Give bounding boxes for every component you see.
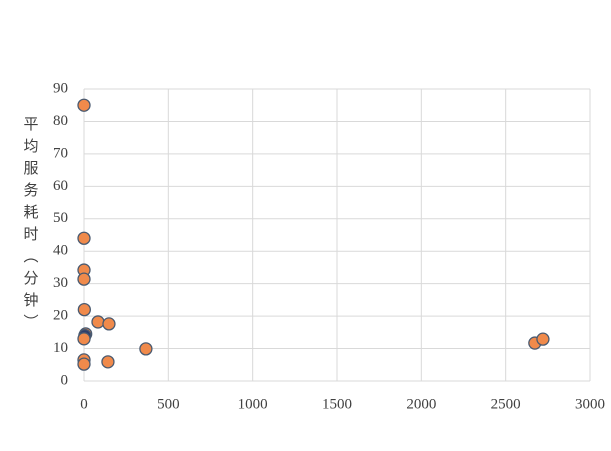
x-tick-label: 2000 bbox=[406, 396, 436, 412]
point bbox=[101, 355, 115, 369]
point bbox=[102, 317, 116, 331]
point bbox=[536, 332, 550, 346]
point bbox=[139, 342, 153, 356]
y-tick-label: 70 bbox=[53, 145, 68, 161]
point bbox=[77, 231, 91, 245]
point bbox=[77, 98, 91, 112]
y-tick-label: 90 bbox=[53, 80, 68, 96]
x-tick-label: 1500 bbox=[322, 396, 352, 412]
point bbox=[77, 332, 91, 346]
x-tick-label: 3000 bbox=[575, 396, 605, 412]
point bbox=[77, 357, 91, 371]
x-tick-label: 2500 bbox=[491, 396, 521, 412]
y-tick-label: 10 bbox=[53, 340, 68, 356]
point bbox=[77, 302, 91, 317]
y-tick-label: 80 bbox=[53, 113, 68, 129]
y-axis-label: 平均服务耗时（分钟） bbox=[22, 116, 40, 336]
point bbox=[77, 272, 91, 286]
x-tick-label: 500 bbox=[157, 396, 180, 412]
y-tick-label: 30 bbox=[53, 275, 68, 291]
y-tick-label: 60 bbox=[53, 178, 68, 194]
x-tick-label: 1000 bbox=[238, 396, 268, 412]
x-tick-label: 0 bbox=[80, 396, 88, 412]
point bbox=[91, 315, 105, 329]
y-tick-label: 40 bbox=[53, 243, 68, 259]
y-tick-label: 20 bbox=[53, 308, 68, 324]
y-tick-label: 50 bbox=[53, 210, 68, 226]
y-tick-label: 0 bbox=[61, 372, 69, 388]
